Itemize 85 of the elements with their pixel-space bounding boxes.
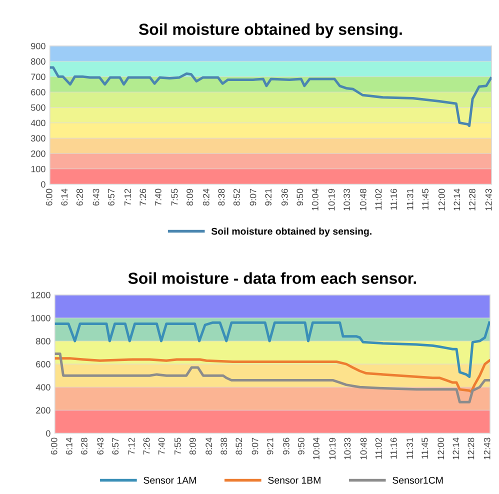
x-tick-label: 8:09 bbox=[190, 438, 196, 455]
x-tick-label: 10:19 bbox=[328, 188, 335, 210]
x-tick-label: 9:36 bbox=[282, 438, 290, 455]
x-tick-label: 6:57 bbox=[108, 188, 114, 206]
y-tick-label: 0 bbox=[41, 181, 46, 188]
x-tick-label: 11:31 bbox=[406, 438, 413, 459]
legend-label: Sensor1CM bbox=[392, 476, 443, 484]
line-series bbox=[54, 352, 490, 404]
x-tick-label: 9:50 bbox=[296, 188, 304, 206]
x-tick-label: 12:43 bbox=[485, 188, 492, 210]
legend-label: Soil moisture obtained by sensing. bbox=[211, 228, 372, 237]
x-tick-label: 9:50 bbox=[298, 438, 304, 455]
y-tick-label: 400 bbox=[30, 120, 46, 126]
x-tick-label: 12:00 bbox=[438, 438, 444, 460]
x-tick-label: 8:52 bbox=[236, 438, 242, 455]
x-tick-label: 7:12 bbox=[128, 438, 135, 455]
y-tick-label: 800 bbox=[31, 58, 46, 65]
y-tick-label: 200 bbox=[36, 407, 50, 414]
y-tick-label: 700 bbox=[31, 74, 46, 80]
x-tick-label: 8:24 bbox=[202, 188, 210, 206]
x-tick-label: 8:24 bbox=[206, 438, 212, 455]
x-tick-label: 11:02 bbox=[375, 188, 382, 210]
x-tick-label: 9:07 bbox=[250, 188, 256, 206]
y-tick-label: 800 bbox=[36, 338, 50, 344]
x-tick-label: 8:52 bbox=[233, 188, 240, 206]
x-tick-label: 11:02 bbox=[375, 438, 382, 459]
x-tick-label: 8:38 bbox=[220, 438, 228, 455]
x-tick-label: 11:16 bbox=[390, 188, 397, 210]
x-tick-label: 12:14 bbox=[454, 188, 460, 210]
x-tick-label: 7:26 bbox=[140, 188, 146, 206]
x-tick-label: 6:14 bbox=[61, 188, 68, 206]
legend-label: Sensor 1BM bbox=[268, 476, 320, 484]
x-tick-label: 9:07 bbox=[252, 438, 258, 455]
y-tick-label: 200 bbox=[31, 150, 46, 157]
x-tick-label: 6:00 bbox=[50, 438, 58, 455]
x-tick-label: 12:14 bbox=[452, 438, 460, 460]
line-series bbox=[54, 357, 490, 393]
x-tick-label: 7:12 bbox=[124, 188, 131, 206]
x-tick-label: 6:43 bbox=[92, 188, 100, 206]
x-tick-label: 6:14 bbox=[66, 438, 72, 455]
x-tick-label: 10:33 bbox=[344, 188, 350, 210]
x-tick-label: 8:38 bbox=[218, 188, 225, 206]
y-tick-label: 900 bbox=[31, 42, 46, 50]
x-tick-label: 12:43 bbox=[484, 438, 490, 460]
y-tick-label: 500 bbox=[31, 104, 46, 111]
x-tick-label: 6:28 bbox=[76, 188, 83, 206]
x-tick-label: 12:28 bbox=[469, 188, 476, 210]
chart-title: Soil moisture - data from each sensor. bbox=[128, 272, 416, 284]
x-tick-label: 10:33 bbox=[344, 438, 351, 460]
x-tick-label: 6:57 bbox=[112, 438, 119, 455]
x-tick-label: 7:55 bbox=[174, 438, 181, 455]
y-tick-label: 300 bbox=[31, 135, 46, 142]
x-tick-label: 6:00 bbox=[46, 188, 52, 206]
x-tick-label: 12:00 bbox=[438, 188, 445, 210]
x-tick-label: 10:48 bbox=[360, 438, 367, 460]
y-tick-label: 1000 bbox=[31, 314, 50, 322]
x-tick-label: 11:31 bbox=[406, 188, 414, 210]
y-tick-label: 400 bbox=[36, 384, 50, 390]
y-tick-label: 600 bbox=[36, 361, 50, 368]
y-tick-label: 1200 bbox=[31, 292, 50, 298]
y-tick-label: 600 bbox=[31, 89, 46, 96]
x-tick-label: 9:21 bbox=[265, 188, 272, 206]
x-tick-label: 9:36 bbox=[281, 188, 288, 206]
x-tick-label: 7:40 bbox=[158, 438, 165, 455]
x-tick-label: 10:48 bbox=[360, 188, 366, 210]
x-tick-label: 7:40 bbox=[154, 188, 162, 206]
x-tick-label: 6:43 bbox=[97, 438, 104, 455]
x-tick-label: 7:55 bbox=[171, 188, 178, 206]
x-tick-label: 12:28 bbox=[468, 438, 474, 460]
x-tick-label: 6:28 bbox=[81, 438, 88, 455]
x-tick-label: 9:21 bbox=[266, 438, 274, 455]
legend-label: Sensor 1AM bbox=[144, 476, 196, 484]
x-tick-label: 11:16 bbox=[390, 438, 397, 459]
x-tick-label: 11:45 bbox=[422, 188, 429, 210]
y-tick-label: 0 bbox=[46, 430, 50, 437]
x-tick-label: 10:04 bbox=[313, 438, 320, 460]
x-tick-label: 10:04 bbox=[312, 188, 318, 210]
y-tick-label: 100 bbox=[31, 166, 46, 172]
x-tick-label: 10:19 bbox=[329, 438, 336, 460]
x-tick-label: 8:09 bbox=[186, 188, 193, 206]
x-tick-label: 11:45 bbox=[422, 438, 428, 459]
line-series bbox=[54, 321, 490, 378]
x-tick-label: 7:26 bbox=[143, 438, 150, 455]
line-series bbox=[50, 66, 492, 128]
chart-title: Soil moisture obtained by sensing. bbox=[138, 23, 402, 38]
